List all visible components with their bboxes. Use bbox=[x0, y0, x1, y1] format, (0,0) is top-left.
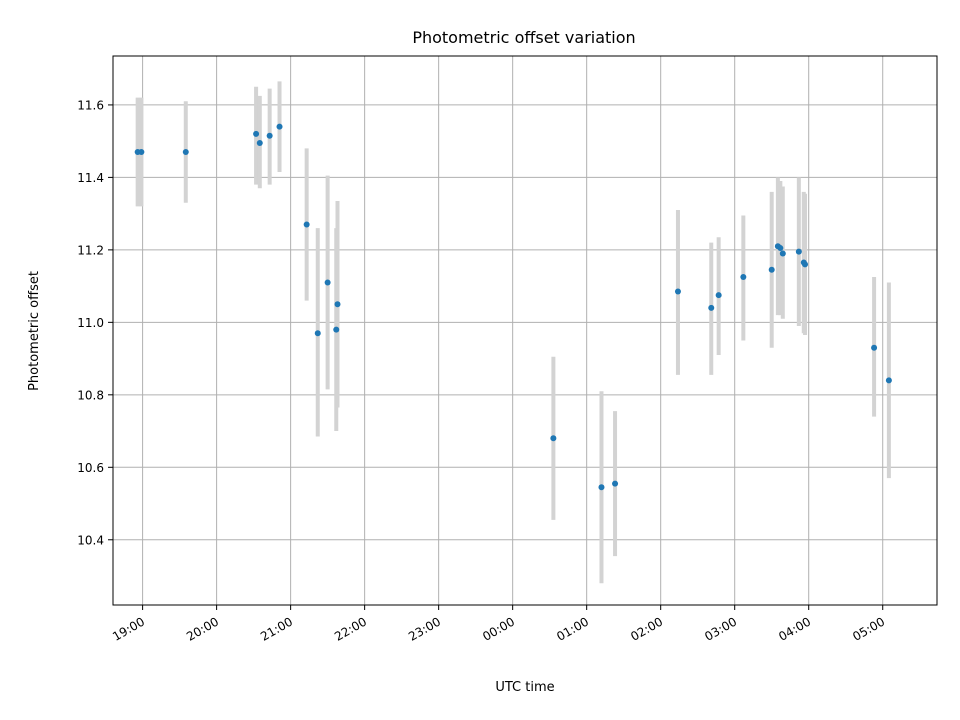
data-point bbox=[182, 149, 189, 156]
plot-frame bbox=[112, 55, 938, 606]
y-tick-label: 10.4 bbox=[77, 533, 104, 547]
data-point bbox=[777, 245, 784, 252]
data-point bbox=[795, 248, 802, 255]
data-point bbox=[266, 132, 273, 139]
data-point bbox=[740, 274, 747, 281]
data-point bbox=[715, 292, 722, 299]
x-tick-label: 04:00 bbox=[776, 614, 813, 643]
data-point bbox=[550, 435, 557, 442]
y-tick-label: 11.4 bbox=[77, 171, 104, 185]
y-axis-ticks: 10.4 10.6 10.8 11.0 11.2 11.4 11.6 bbox=[77, 98, 113, 547]
data-point bbox=[598, 484, 605, 491]
data-point bbox=[708, 304, 715, 311]
data-point bbox=[303, 221, 310, 228]
x-tick-label: 23:00 bbox=[406, 614, 443, 643]
x-tick-label: 02:00 bbox=[628, 614, 665, 643]
y-tick-label: 11.6 bbox=[77, 98, 104, 112]
data-point bbox=[324, 279, 331, 286]
x-tick-label: 01:00 bbox=[554, 614, 591, 643]
grid-lines bbox=[113, 56, 937, 605]
data-point bbox=[612, 480, 619, 487]
data-point bbox=[802, 261, 809, 268]
x-tick-label: 03:00 bbox=[702, 614, 739, 643]
data-point bbox=[276, 123, 283, 130]
data-point bbox=[333, 326, 340, 333]
chart-title: Photometric offset variation bbox=[412, 28, 635, 47]
y-tick-label: 10.8 bbox=[77, 388, 104, 402]
data-point bbox=[334, 301, 341, 308]
x-tick-label: 21:00 bbox=[258, 614, 295, 643]
x-axis-label: UTC time bbox=[495, 680, 554, 695]
data-point bbox=[138, 149, 145, 156]
data-point bbox=[253, 130, 260, 137]
y-tick-label: 11.2 bbox=[77, 243, 104, 257]
y-tick-label: 10.6 bbox=[77, 461, 104, 475]
data-point bbox=[871, 344, 878, 351]
y-tick-label: 11.0 bbox=[77, 316, 104, 330]
data-point bbox=[674, 288, 681, 295]
x-tick-label: 22:00 bbox=[332, 614, 369, 643]
x-tick-label: 19:00 bbox=[110, 614, 147, 643]
data-point bbox=[779, 250, 786, 257]
x-tick-label: 20:00 bbox=[184, 614, 221, 643]
x-tick-label: 05:00 bbox=[850, 614, 887, 643]
data-point bbox=[256, 139, 263, 146]
data-points bbox=[134, 123, 892, 491]
data-point bbox=[885, 377, 892, 384]
error-bars bbox=[135, 81, 891, 584]
x-tick-label: 00:00 bbox=[480, 614, 517, 643]
y-axis-label: Photometric offset bbox=[27, 271, 42, 391]
x-axis-ticks: 19:00 20:00 21:00 22:00 23:00 00:00 01:00 02:00… bbox=[110, 605, 887, 644]
data-point bbox=[314, 330, 321, 337]
data-point bbox=[768, 266, 775, 273]
